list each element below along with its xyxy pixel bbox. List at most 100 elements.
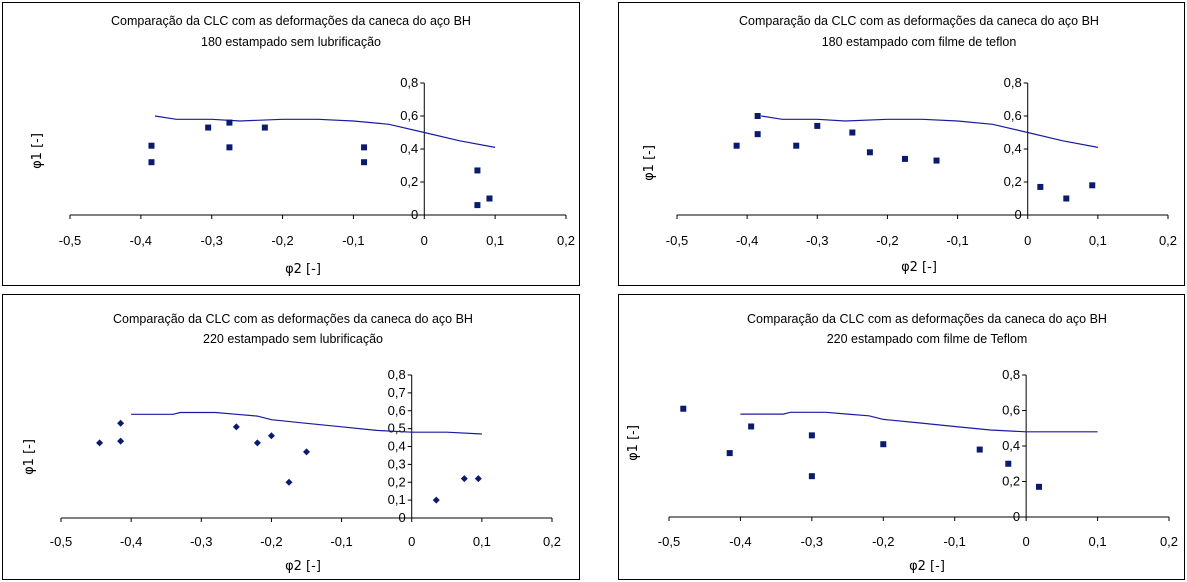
chart-title-line1: Comparação da CLC com as deformações da …: [739, 14, 1099, 28]
data-point: [361, 144, 368, 151]
y-tick-label: 0,5: [388, 421, 406, 436]
chart-title-line1: Comparação da CLC com as deformações da …: [747, 312, 1107, 326]
y-tick-label: 0,4: [388, 439, 406, 454]
data-point: [754, 113, 761, 119]
chart-title-line2: 180 estampado com filme de teflon: [822, 35, 1017, 49]
data-point: [361, 159, 368, 166]
x-tick-label: -0,4: [120, 534, 142, 549]
chart-svg-3: Comparação da CLC com as deformações da …: [22, 312, 561, 574]
data-point: [226, 119, 233, 126]
data-point: [253, 439, 261, 447]
data-point: [303, 448, 310, 456]
y-tick-label: 0,6: [388, 403, 406, 418]
y-tick-label: 0,1: [388, 492, 406, 507]
data-point: [285, 478, 293, 486]
x-tick-label: 0,2: [543, 534, 561, 549]
x-tick-label: -0,4: [729, 534, 751, 549]
data-point: [814, 122, 821, 129]
plot-area: -0,5 -0,4 -0,3 -0,2 -0,1 0 0,1 0,2 0 0,2 0,4 0,6 0,8: [658, 367, 1178, 549]
x-tick-label: -0,5: [50, 534, 72, 549]
x-tick-label: 0,1: [473, 534, 491, 549]
y-tick-label: 0,4: [1004, 141, 1022, 156]
data-point: [432, 496, 440, 504]
data-point: [261, 124, 268, 131]
chart-title-line1: Comparação da CLC com as deformações da …: [111, 14, 471, 28]
data-point: [733, 142, 740, 149]
data-point: [748, 423, 755, 430]
x-tick-label: 0,1: [1089, 534, 1107, 549]
x-tick-label: -0,2: [271, 233, 293, 248]
flc-curve: [761, 115, 1099, 148]
plot-area: -0,5 -0,4 -0,3 -0,2 -0,1 0 0,1 0,2 0 0,2 0,4 0,6 0,8: [666, 75, 1177, 248]
y-tick-label: 0: [1013, 509, 1020, 524]
x-tick-label: -0,3: [801, 534, 823, 549]
x-tick-label: -0,5: [666, 233, 688, 248]
y-tick-label: 0: [411, 207, 418, 222]
data-point: [976, 446, 983, 453]
chart-svg-1: Comparação da CLC com as deformações da …: [30, 14, 575, 277]
data-point: [226, 144, 233, 151]
data-point: [148, 159, 155, 166]
x-tick-label: -0,3: [190, 534, 212, 549]
chart-panel-4: Comparação da CLC com as deformações da …: [618, 294, 1185, 580]
x-tick-label: -0,5: [658, 534, 680, 549]
data-point: [1005, 460, 1012, 467]
x-tick-label: 0,2: [1159, 233, 1177, 248]
x-axis-label: φ2 [-]: [909, 559, 945, 574]
x-tick-label: 0: [1023, 534, 1030, 549]
x-tick-label: -0,3: [806, 233, 828, 248]
y-tick-label: 0,7: [388, 385, 406, 400]
x-tick-label: 0: [421, 233, 428, 248]
y-tick-label: 0,8: [400, 75, 418, 90]
flc-curve: [131, 411, 482, 435]
x-tick-label: -0,1: [342, 233, 364, 248]
flc-curve: [154, 115, 496, 148]
y-axis-label: φ1 [-]: [22, 439, 37, 475]
x-tick-label: -0,2: [260, 534, 282, 549]
data-point: [1063, 195, 1070, 202]
chart-title-line2: 220 estampado sem lubrificação: [203, 332, 383, 346]
x-tick-label: 0,1: [1089, 233, 1107, 248]
data-point: [1037, 183, 1044, 190]
data-point: [754, 131, 761, 138]
x-tick-label: 0,1: [486, 233, 504, 248]
data-point: [726, 450, 733, 457]
data-point: [474, 167, 481, 174]
x-tick-label: -0,2: [872, 534, 894, 549]
y-axis-label: φ1 [-]: [30, 133, 45, 169]
data-point: [808, 432, 815, 439]
x-tick-label: 0: [1024, 233, 1031, 248]
data-point: [486, 195, 493, 202]
plot-area: -0,5 -0,4 -0,3 -0,2 -0,1 0 0,1 0,2 0 0,1 0,2 0,3 0,4…: [50, 367, 561, 549]
data-point: [474, 475, 482, 483]
chart-title-line1: Comparação da CLC com as deformações da …: [113, 312, 473, 326]
chart-title-line2: 180 estampado sem lubrificação: [201, 35, 381, 49]
y-tick-label: 0,3: [388, 456, 406, 471]
x-tick-label: 0,2: [557, 233, 575, 248]
data-point: [474, 202, 481, 209]
y-tick-label: 0,8: [1002, 367, 1020, 382]
y-tick-label: 0,4: [400, 141, 418, 156]
y-tick-label: 0,6: [1004, 108, 1022, 123]
data-point: [460, 475, 468, 483]
x-tick-label: -0,5: [59, 233, 81, 248]
y-tick-label: 0,8: [388, 367, 406, 382]
data-point: [866, 149, 873, 156]
data-point: [232, 423, 240, 431]
y-tick-label: 0,8: [1004, 75, 1022, 90]
x-tick-label: -0,4: [736, 233, 758, 248]
chart-title-line2: 220 estampado com filme de Teflom: [827, 332, 1028, 346]
x-tick-label: 0: [408, 534, 415, 549]
chart-svg-4: Comparação da CLC com as deformações da …: [626, 312, 1178, 574]
data-point: [680, 405, 687, 412]
x-tick-label: -0,1: [330, 534, 352, 549]
plot-area: -0,5 -0,4 -0,3 -0,2 -0,1 0 0,1 0,2 0 0,2 0,4 0,6 0,8: [59, 75, 575, 248]
y-tick-label: 0,2: [388, 474, 406, 489]
chart-panel-1: Comparação da CLC com as deformações da …: [2, 2, 580, 286]
data-point: [793, 142, 800, 149]
x-tick-label: -0,1: [944, 534, 966, 549]
y-tick-label: 0,2: [400, 174, 418, 189]
x-tick-label: -0,1: [946, 233, 968, 248]
data-point: [148, 142, 155, 149]
y-tick-label: 0,6: [1002, 403, 1020, 418]
